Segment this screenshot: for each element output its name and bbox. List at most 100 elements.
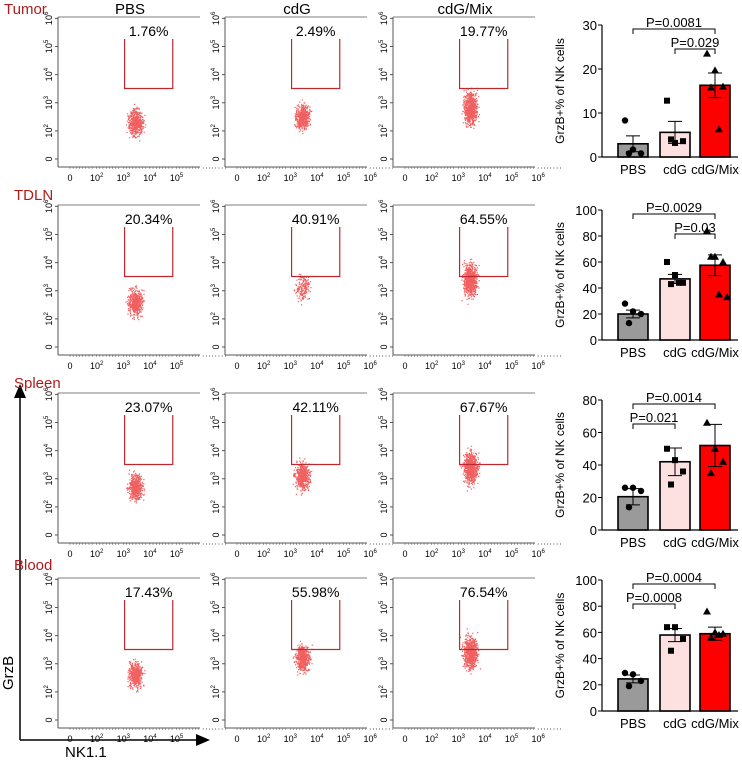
data-point xyxy=(668,647,674,654)
data-point xyxy=(715,290,723,298)
bar-chart-tumor: 0 10 20 30 GrzB+% of NK cells PBS cdG cdG/Mix P=… xyxy=(553,15,739,177)
gate-percent: 20.34% xyxy=(125,211,172,227)
x-tick-label: 102 xyxy=(90,361,104,371)
flow-plot-blood-1: 0 0 102 102 103 103 104 104 105 105 106 106 55.98% xyxy=(211,572,393,744)
y-tick-label: 106 xyxy=(211,387,221,401)
flow-plot-tdln-1: 0 0 102 102 103 103 104 104 105 105 106 106 40.91% xyxy=(211,199,393,371)
y-tick-label: 102 xyxy=(211,500,221,514)
significance-bracket xyxy=(632,213,716,219)
gate-percent: 1.76% xyxy=(129,23,169,39)
event-dots xyxy=(461,87,480,129)
x-tick-label: 102 xyxy=(425,361,439,371)
x-tick-label: 104 xyxy=(143,173,157,183)
x-tick-label: 106 xyxy=(531,734,545,744)
data-point xyxy=(637,677,645,685)
y-tick-label: 106 xyxy=(44,387,54,401)
y-tick-label: 105 xyxy=(211,39,221,53)
x-tick-label: 0 xyxy=(67,549,72,559)
gate xyxy=(290,227,341,278)
y-tick-label: 0 xyxy=(379,717,389,722)
y-tick-label: 104 xyxy=(211,443,221,457)
data-point xyxy=(621,484,629,491)
x-tick-label: 106 xyxy=(363,173,377,183)
flow-plot-tdln-2: 0 0 102 102 103 103 104 104 105 105 106 106 64.55% xyxy=(379,199,561,371)
x-tick-label: 103 xyxy=(117,173,131,183)
gate-percent: 42.11% xyxy=(292,399,338,415)
bar-cdg xyxy=(659,634,691,712)
x-tick-label: 105 xyxy=(337,734,351,744)
y-tick-label: 104 xyxy=(44,443,54,457)
event-dots xyxy=(292,640,313,676)
x-tick-label: cdG/Mix xyxy=(691,162,739,177)
y-tick-label: 102 xyxy=(211,685,221,699)
gate xyxy=(290,39,341,90)
flow-plot-spleen-1: 0 0 102 102 103 103 104 104 105 105 106 106 42.11% xyxy=(211,387,393,559)
x-tick-label: PBS xyxy=(620,535,646,550)
y-tick-label: 100 xyxy=(575,203,597,218)
x-tick-label: cdG xyxy=(663,345,687,360)
gate-percent: 40.91% xyxy=(292,211,339,227)
x-tick-label: 0 xyxy=(67,734,72,744)
x-tick-label: 102 xyxy=(257,361,271,371)
x-tick-label: cdG/Mix xyxy=(691,345,739,360)
x-tick-label: 104 xyxy=(310,361,324,371)
data-point xyxy=(672,624,678,631)
x-tick-label: 102 xyxy=(257,173,271,183)
gate-percent: 64.55% xyxy=(460,211,507,227)
event-dots xyxy=(461,258,480,305)
flow-plot-blood-0: 0 0 102 102 103 103 104 104 105 105 106 17.43% xyxy=(44,572,226,744)
y-tick-label: 104 xyxy=(44,67,54,81)
bar-pbs xyxy=(617,678,649,712)
y-tick-label: 0 xyxy=(379,344,389,349)
x-tick-label: 105 xyxy=(505,173,519,183)
tissue-label: Spleen xyxy=(14,375,61,392)
y-tick-label: 0 xyxy=(44,532,54,537)
significance-bracket xyxy=(632,28,716,34)
y-tick-label: 102 xyxy=(379,124,389,138)
x-tick-label: 0 xyxy=(402,361,407,371)
x-tick-label: 102 xyxy=(90,549,104,559)
bar-cdg-mix xyxy=(699,632,731,712)
data-point xyxy=(629,308,637,315)
bar-cdg xyxy=(659,278,691,341)
gate-percent: 23.07% xyxy=(125,399,172,415)
data-point xyxy=(625,319,633,327)
y-tick-label: 105 xyxy=(44,39,54,53)
x-tick-label: 104 xyxy=(478,549,492,559)
data-point xyxy=(711,444,719,452)
arrow-right-icon xyxy=(196,734,210,746)
y-tick-label: 103 xyxy=(44,283,54,297)
data-point xyxy=(672,272,678,278)
x-tick-label: 0 xyxy=(67,361,72,371)
y-tick-label: 80 xyxy=(583,393,597,408)
column-header: cdG xyxy=(283,1,311,18)
y-tick-label: 105 xyxy=(379,600,389,614)
y-tick-label: 103 xyxy=(211,283,221,297)
y-tick-label: 104 xyxy=(379,255,389,269)
x-tick-label: 106 xyxy=(363,361,377,371)
x-tick-label: 106 xyxy=(363,734,377,744)
x-tick-label: 104 xyxy=(143,734,157,744)
p-value: P=0.0081 xyxy=(646,15,702,30)
x-tick-label: 103 xyxy=(284,173,298,183)
x-tick-label: cdG/Mix xyxy=(691,535,739,550)
data-point xyxy=(664,259,670,265)
gate xyxy=(458,227,509,278)
y-tick-label: 104 xyxy=(211,628,221,642)
y-tick-label: 10 xyxy=(583,106,597,121)
x-tick-label: 106 xyxy=(363,549,377,559)
data-point xyxy=(625,504,633,511)
bar-chart-tdln: 0 20 40 60 80 100 GrzB+% of NK cells PBS cdG cdG/… xyxy=(553,200,739,360)
y-tick-label: 104 xyxy=(211,255,221,269)
x-tick-label: 0 xyxy=(402,549,407,559)
y-tick-label: 106 xyxy=(211,199,221,213)
y-tick-label: 104 xyxy=(379,67,389,81)
y-tick-label: 0 xyxy=(590,150,597,165)
y-tick-label: 106 xyxy=(44,11,54,25)
data-point xyxy=(680,279,686,286)
y-tick-label: 103 xyxy=(44,656,54,670)
x-tick-label: 105 xyxy=(170,734,184,744)
x-tick-label: 104 xyxy=(478,361,492,371)
event-dots xyxy=(125,285,145,321)
